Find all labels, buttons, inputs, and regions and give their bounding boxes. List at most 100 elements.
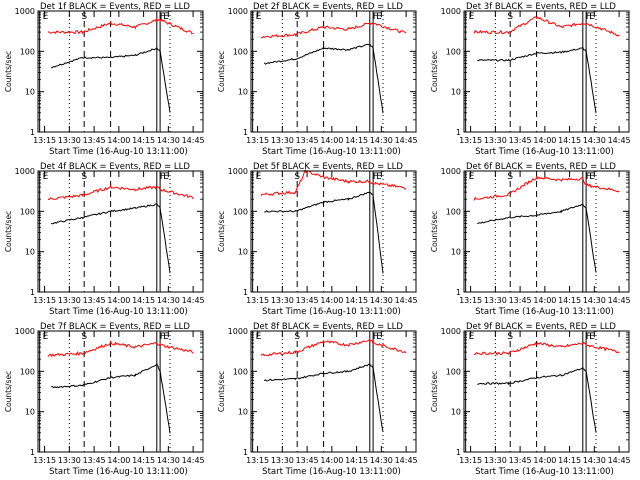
marker-label: S <box>294 172 300 182</box>
marker-label: S <box>81 332 87 342</box>
plot-frame <box>463 10 630 133</box>
x-tick-label: 13:30 <box>271 136 294 145</box>
x-tick-label: 14:15 <box>558 136 581 145</box>
lld-series-line <box>473 16 620 37</box>
lld-series-line <box>260 22 407 39</box>
x-tick-label: 14:45 <box>395 296 418 305</box>
x-tick-label: 14:30 <box>583 456 606 465</box>
x-tick-label: 13:30 <box>484 456 507 465</box>
chart-title: Det 1f BLACK = Events, RED = LLD <box>40 2 190 12</box>
x-axis-label: Start Time (16-Aug-10 13:11:00) <box>475 467 614 477</box>
detector-chart-2: Det 2f BLACK = Events, RED = LLD 1 10 100 10… <box>217 2 418 157</box>
marker-label: E <box>163 12 169 22</box>
x-axis-label: Start Time (16-Aug-10 13:11:00) <box>262 467 401 477</box>
x-axis-label: Start Time (16-Aug-10 13:11:00) <box>475 147 614 157</box>
x-tick-label: 14:00 <box>533 456 556 465</box>
lld-series-line <box>47 16 194 35</box>
y-axis-label: Counts/sec <box>430 51 439 92</box>
lld-series-line <box>473 341 620 356</box>
x-tick-label: 13:30 <box>58 136 81 145</box>
detector-chart-4: Det 4f BLACK = Events, RED = LLD 1 10 100 10… <box>4 162 205 317</box>
x-tick-label: 13:30 <box>271 296 294 305</box>
marker-label: E <box>469 12 475 22</box>
events-series-line <box>476 47 597 114</box>
x-tick-label: 13:15 <box>33 296 56 305</box>
x-tick-label: 14:30 <box>157 296 180 305</box>
y-tick-label: 100 <box>20 367 35 376</box>
x-tick-label: 14:45 <box>182 456 205 465</box>
x-tick-label: 13:15 <box>246 296 269 305</box>
marker-label: F <box>586 332 591 342</box>
marker-label: S <box>294 12 300 22</box>
marker-label: F <box>373 332 378 342</box>
y-axis-label: Counts/sec <box>217 51 226 92</box>
y-tick-label: 100 <box>233 207 248 216</box>
x-tick-label: 14:30 <box>370 136 393 145</box>
x-tick-label: 14:15 <box>132 136 155 145</box>
x-tick-label: 13:15 <box>246 136 269 145</box>
marker-label: S <box>507 172 513 182</box>
y-tick-label: 1 <box>243 128 248 137</box>
chart-title: Det 4f BLACK = Events, RED = LLD <box>40 162 190 172</box>
marker-label: E <box>376 172 382 182</box>
y-tick-label: 10 <box>451 248 461 257</box>
x-tick-label: 13:45 <box>296 136 319 145</box>
marker-label: F <box>373 12 378 22</box>
y-tick-label: 10 <box>238 408 248 417</box>
y-tick-label: 100 <box>446 367 461 376</box>
x-tick-label: 14:15 <box>345 456 368 465</box>
y-tick-label: 1000 <box>228 167 248 176</box>
plot-frame <box>463 170 630 293</box>
x-tick-label: 14:15 <box>558 296 581 305</box>
marker-label: S <box>81 12 87 22</box>
marker-label: S <box>81 172 87 182</box>
lld-series-line <box>47 183 194 201</box>
marker-label: E <box>469 332 475 342</box>
y-tick-label: 1000 <box>441 327 461 336</box>
detector-chart-7: Det 7f BLACK = Events, RED = LLD 1 10 100 10… <box>4 322 205 477</box>
x-tick-label: 13:45 <box>83 136 106 145</box>
x-tick-label: 14:00 <box>533 296 556 305</box>
y-tick-label: 10 <box>25 88 35 97</box>
y-tick-label: 10 <box>451 88 461 97</box>
plot-frame <box>250 10 417 133</box>
marker-label: E <box>589 12 595 22</box>
events-series-line <box>51 203 171 274</box>
x-axis-label: Start Time (16-Aug-10 13:11:00) <box>262 147 401 157</box>
x-tick-label: 13:30 <box>484 296 507 305</box>
y-tick-label: 1 <box>30 128 35 137</box>
y-axis-label: Counts/sec <box>217 211 226 252</box>
x-tick-label: 14:00 <box>107 296 130 305</box>
y-tick-label: 1000 <box>15 7 35 16</box>
x-tick-label: 13:15 <box>459 456 482 465</box>
marker-label: S <box>507 332 513 342</box>
y-tick-label: 1000 <box>15 327 35 336</box>
x-axis-label: Start Time (16-Aug-10 13:11:00) <box>49 467 188 477</box>
x-tick-label: 14:00 <box>107 136 130 145</box>
x-tick-label: 13:30 <box>58 456 81 465</box>
y-axis-label: Counts/sec <box>217 371 226 412</box>
y-tick-label: 1000 <box>441 7 461 16</box>
y-tick-label: 1000 <box>228 327 248 336</box>
events-series-line <box>51 362 171 434</box>
y-tick-label: 100 <box>233 47 248 56</box>
marker-label: E <box>469 172 475 182</box>
x-tick-label: 14:15 <box>558 456 581 465</box>
y-tick-label: 1 <box>30 288 35 297</box>
marker-label: E <box>43 172 49 182</box>
x-tick-label: 13:15 <box>33 136 56 145</box>
x-axis-label: Start Time (16-Aug-10 13:11:00) <box>49 147 188 157</box>
marker-label: E <box>43 332 49 342</box>
x-tick-label: 13:45 <box>296 296 319 305</box>
x-tick-label: 14:15 <box>345 296 368 305</box>
plot-frame <box>37 170 204 293</box>
events-series-line <box>50 46 171 113</box>
chart-title: Det 5f BLACK = Events, RED = LLD <box>253 162 403 172</box>
y-tick-label: 10 <box>238 248 248 257</box>
x-tick-label: 14:45 <box>608 456 631 465</box>
x-tick-label: 13:30 <box>484 136 507 145</box>
marker-label: F <box>586 12 591 22</box>
x-tick-label: 14:45 <box>608 296 631 305</box>
y-tick-label: 1 <box>456 128 461 137</box>
